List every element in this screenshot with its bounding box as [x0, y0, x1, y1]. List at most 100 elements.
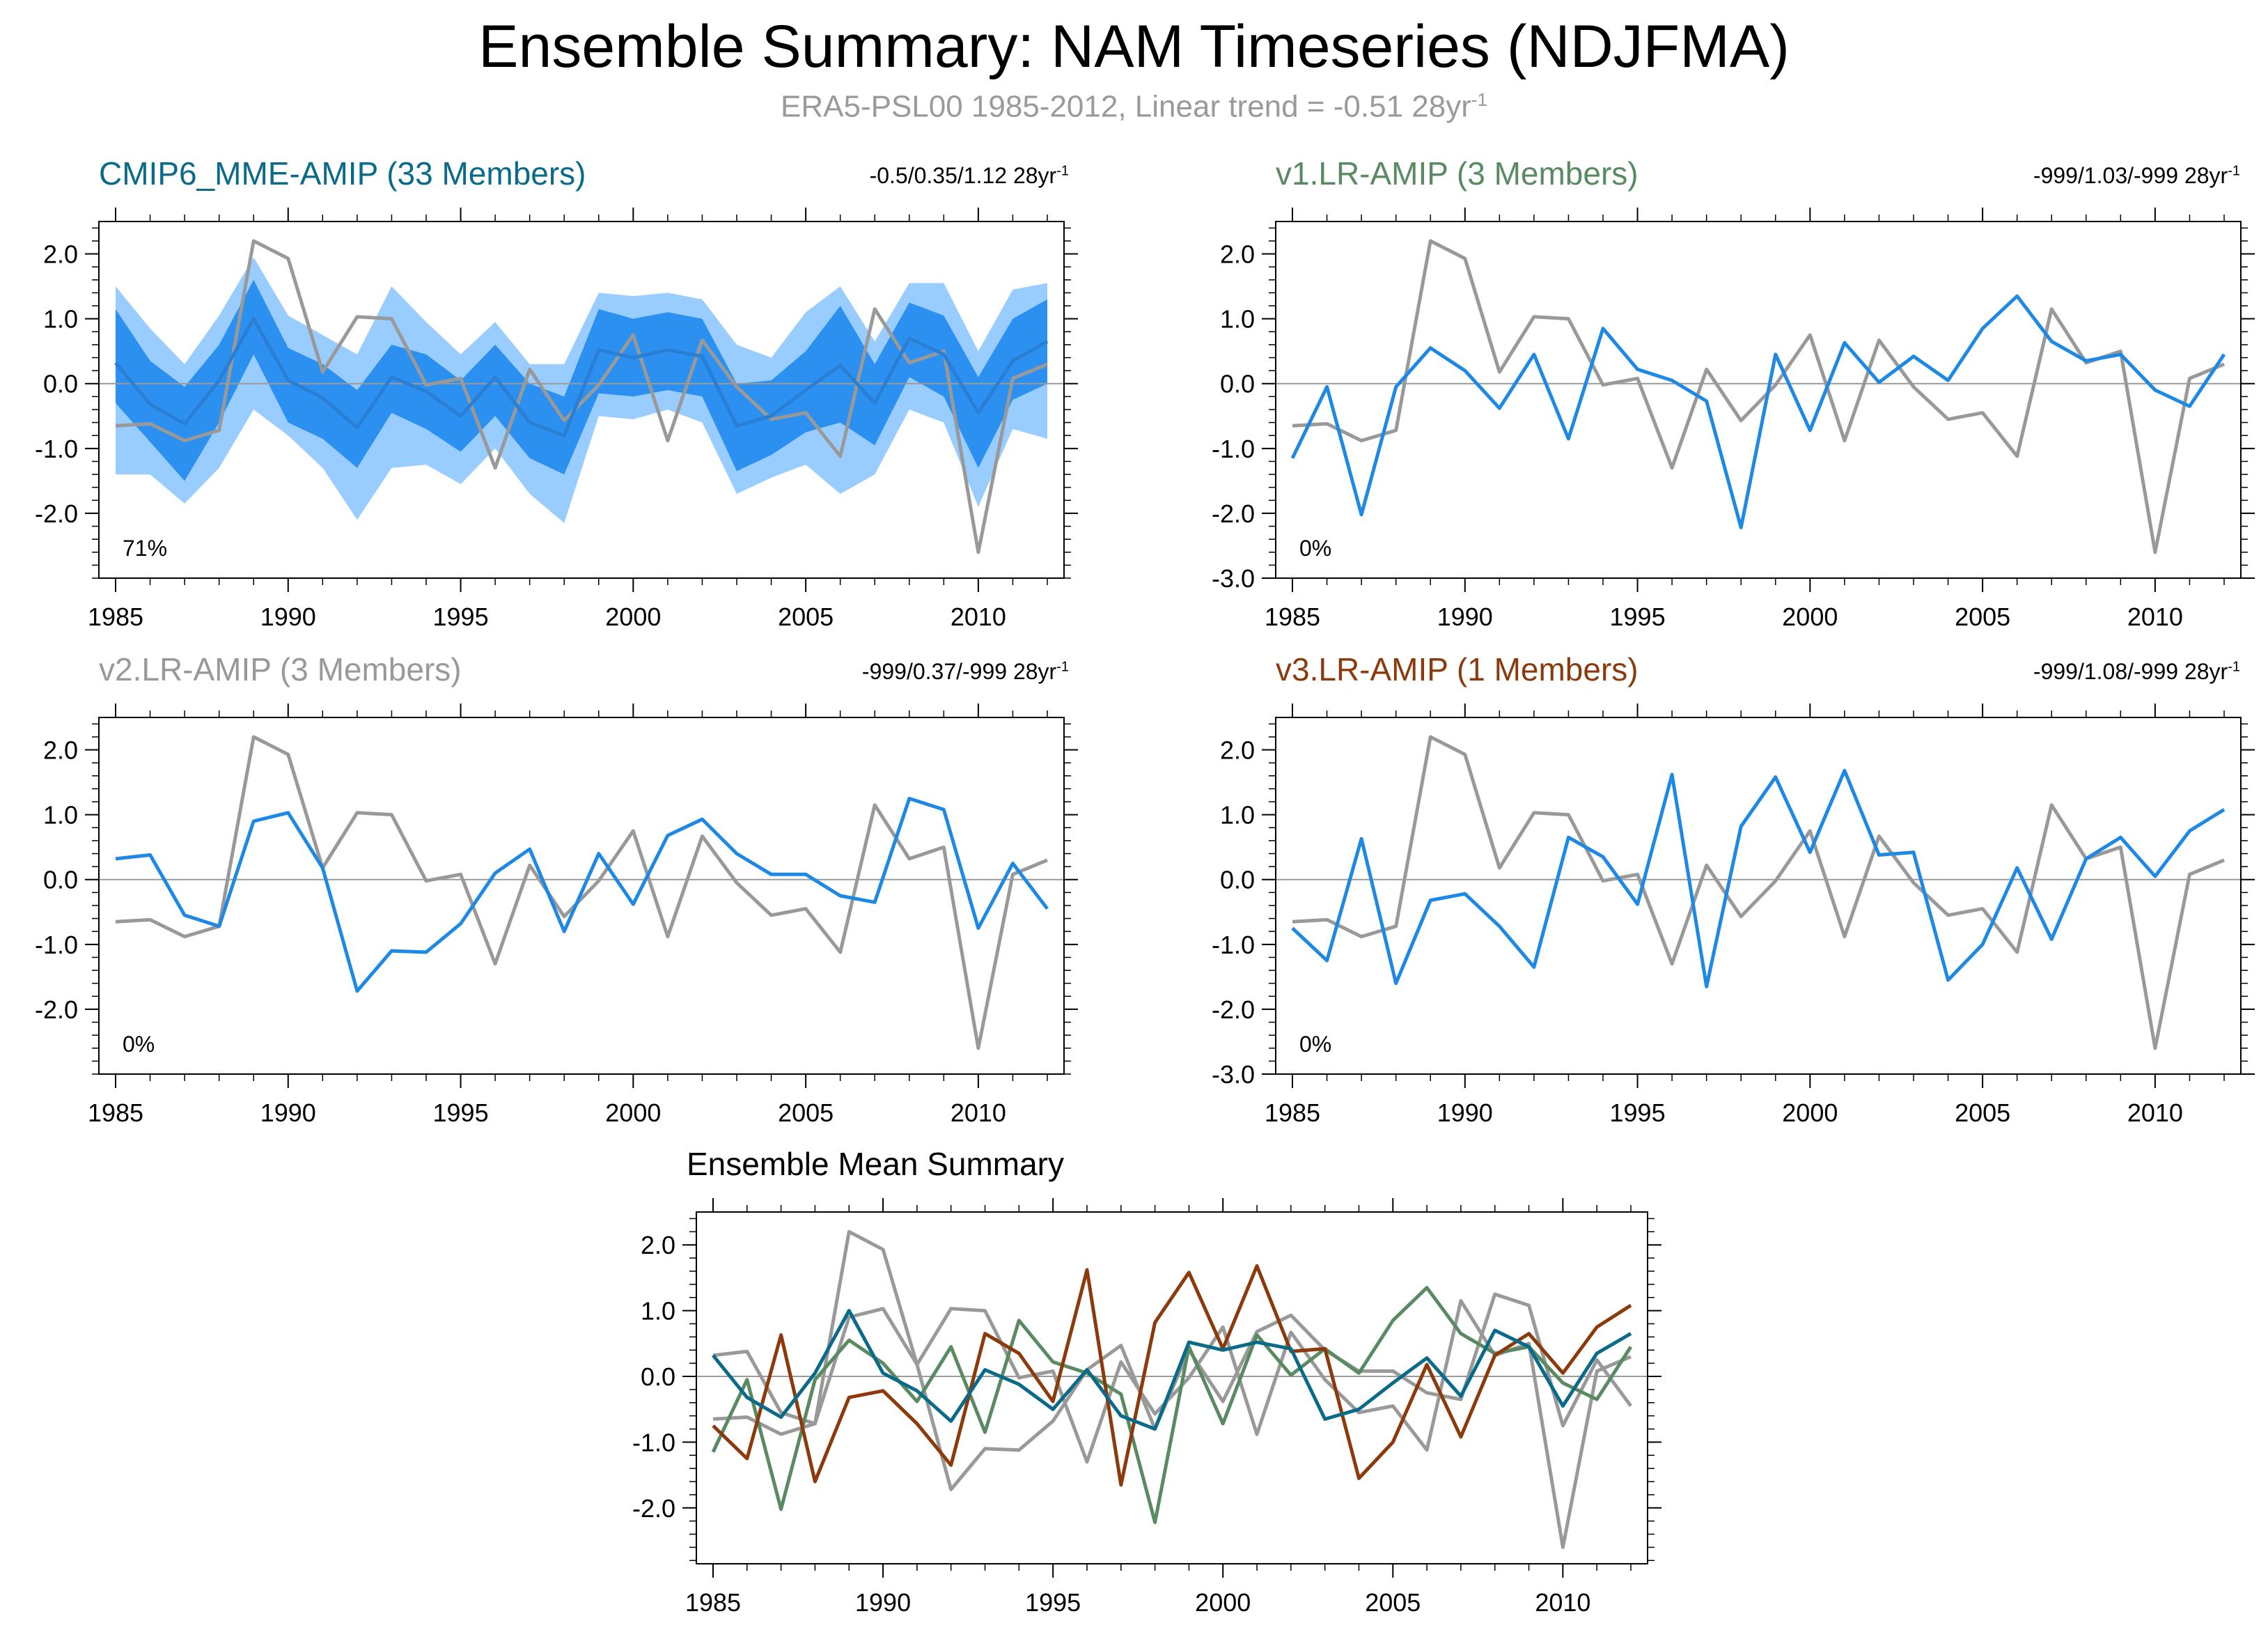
x-tick-label: 2005	[1955, 1098, 2010, 1127]
x-tick-label: 1985	[685, 1588, 741, 1617]
x-tick-label: 1985	[1265, 603, 1320, 631]
panel-stat-v3-sup: -1	[2228, 659, 2240, 675]
inner-spread-band	[116, 279, 1047, 481]
series-line-era5-psl00	[1292, 239, 2225, 554]
series-line-v1-lr-amip	[1290, 294, 2226, 529]
y-tick-label: -1.0	[35, 435, 78, 463]
x-tick-label: 2005	[1365, 1588, 1421, 1617]
y-tick-label: -2.0	[1212, 995, 1255, 1024]
x-tick-label: 2000	[1782, 603, 1838, 631]
panel-title-v3: v3.LR-AMIP (1 Members)	[1276, 651, 1639, 688]
x-tick-label: 2010	[2127, 1098, 2183, 1127]
chart-p5: 2.0 1.0 0.0 -1.0 -2.0 1985 1990 1995 2000 2005 201…	[632, 1198, 1661, 1617]
panel-title-v2: v2.LR-AMIP (3 Members)	[99, 651, 462, 688]
y-tick-label: 0.0	[43, 866, 78, 894]
panel-title-cmip6: CMIP6_MME-AMIP (33 Members)	[99, 155, 586, 192]
plot-frame	[696, 1211, 1648, 1564]
chart-p4: 2.0 1.0 0.0 -1.0 -2.0 -3.0 1985 1990 1995 2000 200…	[1212, 704, 2255, 1127]
x-tick-label: 2000	[605, 603, 661, 631]
x-tick-label: 1985	[88, 1098, 143, 1127]
x-tick-label: 2010	[951, 603, 1006, 631]
x-tick-label: 2010	[2127, 603, 2183, 631]
y-tick-label: 2.0	[1220, 240, 1255, 269]
y-tick-label: -1.0	[1212, 435, 1255, 463]
x-tick-label: 1985	[1265, 1098, 1320, 1127]
subtitle-text: ERA5-PSL00 1985-2012, Linear trend = -0.…	[781, 89, 1471, 124]
plot-frame	[1275, 717, 2242, 1075]
y-tick-label: 1.0	[1220, 305, 1255, 334]
x-tick-label: 1990	[1437, 1098, 1493, 1127]
agreement-percent-label: 0%	[123, 1032, 155, 1057]
x-tick-label: 2005	[778, 1098, 834, 1127]
x-tick-label: 1990	[855, 1588, 911, 1617]
plot-frame	[1275, 221, 2242, 579]
panel-title-v1: v1.LR-AMIP (3 Members)	[1276, 155, 1639, 192]
series-line-v1-lr-amip	[711, 1286, 1633, 1524]
y-tick-label: 2.0	[43, 736, 78, 765]
panel-stat-cmip6-sup: -1	[1056, 163, 1069, 179]
series-line-v3-lr-amip	[712, 1264, 1632, 1487]
x-tick-label: 2010	[1535, 1588, 1590, 1617]
y-tick-label: -1.0	[35, 931, 78, 959]
series-line-v3-lr-amip	[1291, 768, 2226, 988]
panel-stat-v2-sup: -1	[1056, 659, 1069, 675]
y-tick-label: -2.0	[35, 995, 78, 1024]
panel-stat-v2: -999/0.37/-999 28yr-1	[862, 659, 1069, 685]
agreement-percent-label: 0%	[1299, 1032, 1331, 1057]
panel-stat-v1-text: -999/1.03/-999 28yr	[2033, 163, 2228, 188]
chart-p1: 2.0 1.0 0.0 -1.0 -2.0 1985 1990 1995 2000 2005 201…	[35, 208, 1078, 631]
y-tick-label: 2.0	[43, 240, 78, 269]
x-tick-label: 2010	[951, 1098, 1006, 1127]
subtitle-superscript: -1	[1471, 89, 1487, 110]
panel-stat-cmip6-text: -0.5/0.35/1.12 28yr	[869, 163, 1057, 188]
panel-stat-v3-text: -999/1.08/-999 28yr	[2033, 659, 2228, 684]
x-tick-label: 1990	[260, 603, 316, 631]
series-line-ensemble-mean	[114, 317, 1049, 437]
x-tick-label: 2005	[778, 603, 834, 631]
y-tick-label: -2.0	[632, 1494, 675, 1523]
x-tick-label: 1995	[433, 603, 489, 631]
series-line-v2-lr-amip	[712, 1292, 1633, 1491]
y-tick-label: 1.0	[641, 1297, 675, 1326]
figure-subtitle: ERA5-PSL00 1985-2012, Linear trend = -0.…	[0, 89, 2268, 125]
series-line-era5-psl00	[712, 1229, 1632, 1549]
panel-stat-cmip6: -0.5/0.35/1.12 28yr-1	[870, 163, 1069, 189]
y-tick-label: 0.0	[43, 370, 78, 398]
chart-p2: 2.0 1.0 0.0 -1.0 -2.0 -3.0 1985 1990 1995 2000 200…	[1212, 208, 2255, 631]
y-tick-label: -3.0	[1212, 564, 1255, 593]
series-line-era5-psl00	[115, 735, 1048, 1050]
y-tick-label: 1.0	[43, 305, 78, 334]
y-tick-label: 2.0	[1220, 736, 1255, 765]
x-tick-label: 1990	[260, 1098, 316, 1127]
y-tick-label: 0.0	[1220, 370, 1255, 398]
y-tick-label: -3.0	[1212, 1060, 1255, 1089]
x-tick-label: 2000	[1782, 1098, 1838, 1127]
plot-frame	[98, 221, 1065, 579]
y-tick-label: 2.0	[641, 1231, 675, 1259]
x-tick-label: 1990	[1437, 603, 1493, 631]
panel-stat-v1-sup: -1	[2228, 163, 2240, 179]
panel-stat-v3: -999/1.08/-999 28yr-1	[2033, 659, 2240, 685]
y-tick-label: -1.0	[632, 1428, 675, 1457]
y-tick-label: 0.0	[1220, 866, 1255, 894]
y-tick-label: 1.0	[43, 801, 78, 830]
chart-p3: 2.0 1.0 0.0 -1.0 -2.0 1985 1990 1995 2000 2005 201…	[35, 704, 1078, 1127]
panel-stat-v1: -999/1.03/-999 28yr-1	[2033, 163, 2240, 189]
panel-stat-v2-text: -999/0.37/-999 28yr	[861, 659, 1057, 684]
agreement-percent-label: 71%	[123, 536, 167, 561]
series-line-v2-lr-amip	[115, 796, 1049, 993]
x-tick-label: 2000	[605, 1098, 661, 1127]
agreement-percent-label: 0%	[1299, 536, 1331, 561]
series-line-cmip6-mme-amip	[712, 1309, 1632, 1431]
panel-title-ensemble-mean: Ensemble Mean Summary	[687, 1146, 1064, 1182]
y-tick-label: 0.0	[641, 1362, 675, 1391]
plot-frame	[98, 717, 1065, 1075]
y-tick-label: -2.0	[35, 499, 78, 528]
y-tick-label: -1.0	[1212, 931, 1255, 959]
y-tick-label: 1.0	[1220, 801, 1255, 830]
figure-title: Ensemble Summary: NAM Timeseries (NDJFMA…	[478, 13, 1790, 80]
x-tick-label: 1995	[1025, 1588, 1081, 1617]
y-tick-label: -2.0	[1212, 499, 1255, 528]
x-tick-label: 2005	[1955, 603, 2010, 631]
